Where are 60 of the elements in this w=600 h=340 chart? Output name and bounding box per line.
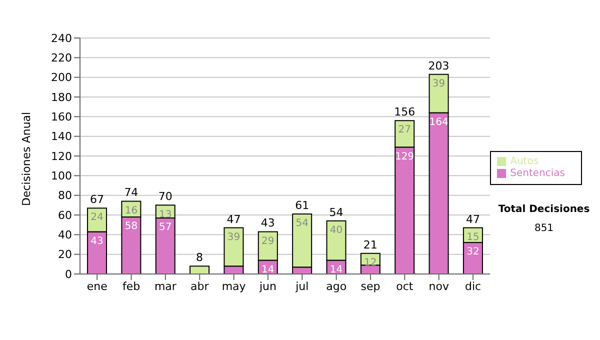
data-label: 14 — [330, 264, 343, 276]
data-label: 16 — [124, 205, 138, 216]
y-tick-label: 240 — [51, 32, 72, 45]
data-label: 27 — [398, 124, 411, 136]
x-tick-label: ene — [86, 280, 108, 293]
data-label: 29 — [262, 236, 274, 247]
data-label: 54 — [296, 218, 308, 230]
data-label: 14 — [262, 264, 274, 276]
total-label: 21 — [363, 238, 378, 252]
y-tick-label: 120 — [51, 150, 72, 163]
legend-label: Autos — [510, 156, 539, 167]
y-tick-label: 180 — [51, 90, 72, 104]
x-tick-label: nov — [428, 280, 450, 293]
x-tick-label: ago — [326, 280, 347, 293]
y-tick-label: 100 — [51, 170, 72, 183]
y-tick-label: 160 — [51, 110, 72, 124]
y-tick-label: 140 — [51, 130, 72, 144]
data-label: 32 — [466, 246, 480, 258]
y-tick-label: 20 — [58, 248, 72, 262]
y-tick-label: 40 — [58, 228, 72, 242]
data-label: 39 — [432, 78, 446, 90]
total-label: 54 — [329, 206, 344, 219]
text: 851 — [533, 223, 555, 234]
total-label: 43 — [260, 216, 275, 230]
total-label: 47 — [226, 212, 241, 226]
y-axis-title: Decisiones Anual — [20, 112, 33, 206]
data-label: 129 — [395, 151, 414, 162]
total-label: 8 — [196, 251, 204, 264]
x-tick-label: feb — [122, 280, 140, 293]
data-label: 57 — [159, 222, 172, 234]
x-tick-label: may — [222, 280, 246, 293]
total-label: 203 — [428, 59, 450, 72]
data-label: 58 — [124, 221, 138, 232]
x-tick-label: abr — [190, 280, 210, 293]
data-label: 13 — [159, 209, 172, 220]
total-label: 67 — [90, 193, 104, 206]
x-tick-label: oct — [396, 280, 414, 293]
y-tick-label: 220 — [51, 52, 72, 65]
data-label: 24 — [90, 212, 104, 224]
bar — [190, 266, 210, 274]
x-tick-label: sep — [360, 280, 380, 293]
data-label: 15 — [466, 232, 480, 243]
data-label: 43 — [90, 236, 104, 247]
total-label: 156 — [394, 106, 416, 119]
total-label: 74 — [124, 186, 138, 200]
y-tick-label: 80 — [58, 189, 72, 202]
y-tick-label: 60 — [58, 208, 72, 222]
total-label: 47 — [466, 212, 480, 226]
x-tick-label: jul — [294, 280, 309, 293]
data-label: 40 — [330, 225, 343, 236]
legend-label: Sentencias — [510, 168, 565, 179]
text: Total Decisiones — [497, 204, 591, 215]
x-tick-label: mar — [154, 280, 177, 293]
x-tick-label: jun — [258, 280, 276, 293]
x-tick-label: dic — [464, 280, 482, 293]
total-label: 61 — [295, 199, 310, 212]
total-label: 70 — [158, 190, 172, 204]
y-tick-label: 0 — [65, 268, 72, 281]
y-tick-label: 200 — [51, 71, 72, 84]
data-label: 39 — [227, 232, 240, 243]
